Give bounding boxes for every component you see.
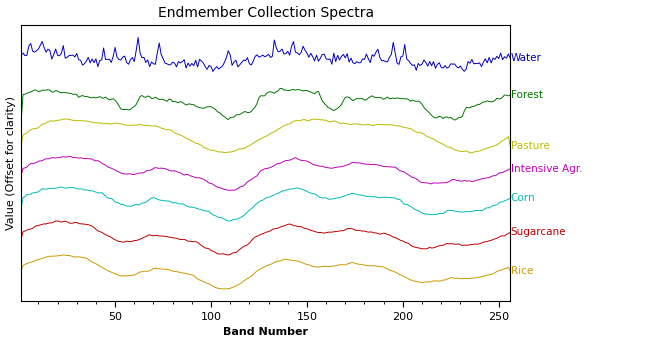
- Text: Rice: Rice: [511, 266, 533, 276]
- X-axis label: Band Number: Band Number: [223, 328, 308, 338]
- Title: Endmember Collection Spectra: Endmember Collection Spectra: [158, 5, 374, 20]
- Text: Sugarcane: Sugarcane: [511, 227, 566, 237]
- Text: Intensive Agr.: Intensive Agr.: [511, 164, 582, 174]
- Text: Pasture: Pasture: [511, 141, 550, 151]
- Y-axis label: Value (Offset for clarity): Value (Offset for clarity): [5, 96, 15, 230]
- Text: Water: Water: [511, 53, 542, 63]
- Text: Forest: Forest: [511, 90, 543, 100]
- Text: Corn: Corn: [511, 193, 535, 203]
